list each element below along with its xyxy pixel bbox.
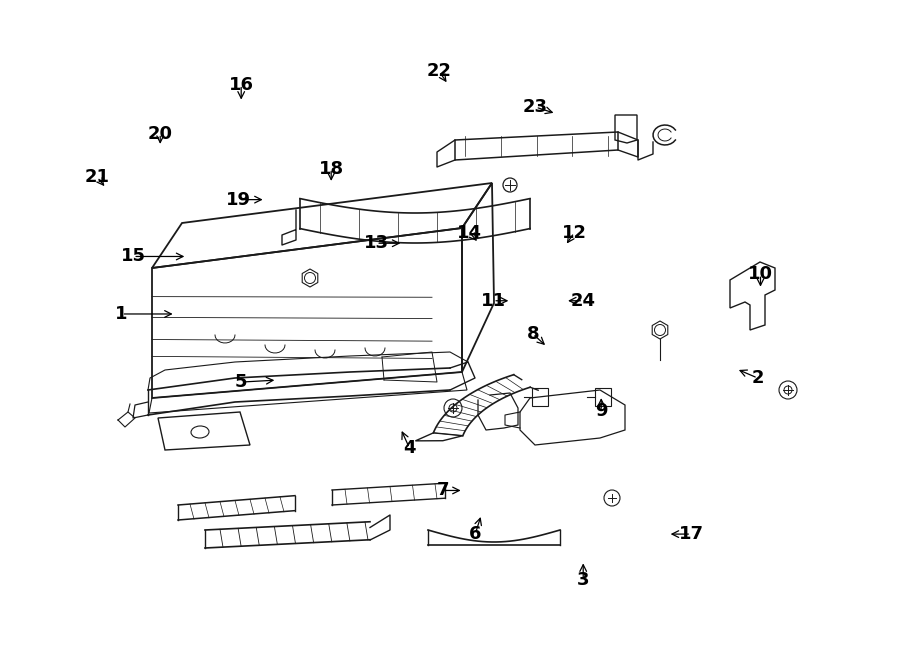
Text: 13: 13: [364, 234, 389, 253]
Text: 7: 7: [436, 481, 449, 500]
Text: 8: 8: [526, 325, 539, 343]
Text: 18: 18: [319, 159, 344, 178]
Text: 22: 22: [427, 62, 452, 81]
Text: 19: 19: [226, 190, 251, 209]
Text: 3: 3: [577, 570, 590, 589]
Text: 4: 4: [403, 439, 416, 457]
Text: 1: 1: [115, 305, 128, 323]
Text: 14: 14: [457, 223, 482, 242]
Text: 10: 10: [748, 265, 773, 284]
Text: 21: 21: [85, 168, 110, 186]
Text: 9: 9: [595, 402, 608, 420]
Text: 15: 15: [121, 247, 146, 266]
Text: 20: 20: [148, 124, 173, 143]
Text: 23: 23: [523, 98, 548, 116]
Text: 24: 24: [571, 292, 596, 310]
Text: 12: 12: [562, 223, 587, 242]
Text: 11: 11: [481, 292, 506, 310]
Text: 5: 5: [235, 373, 248, 391]
Text: 17: 17: [679, 525, 704, 543]
Text: 6: 6: [469, 525, 482, 543]
Text: 16: 16: [229, 75, 254, 94]
Text: 2: 2: [752, 369, 764, 387]
